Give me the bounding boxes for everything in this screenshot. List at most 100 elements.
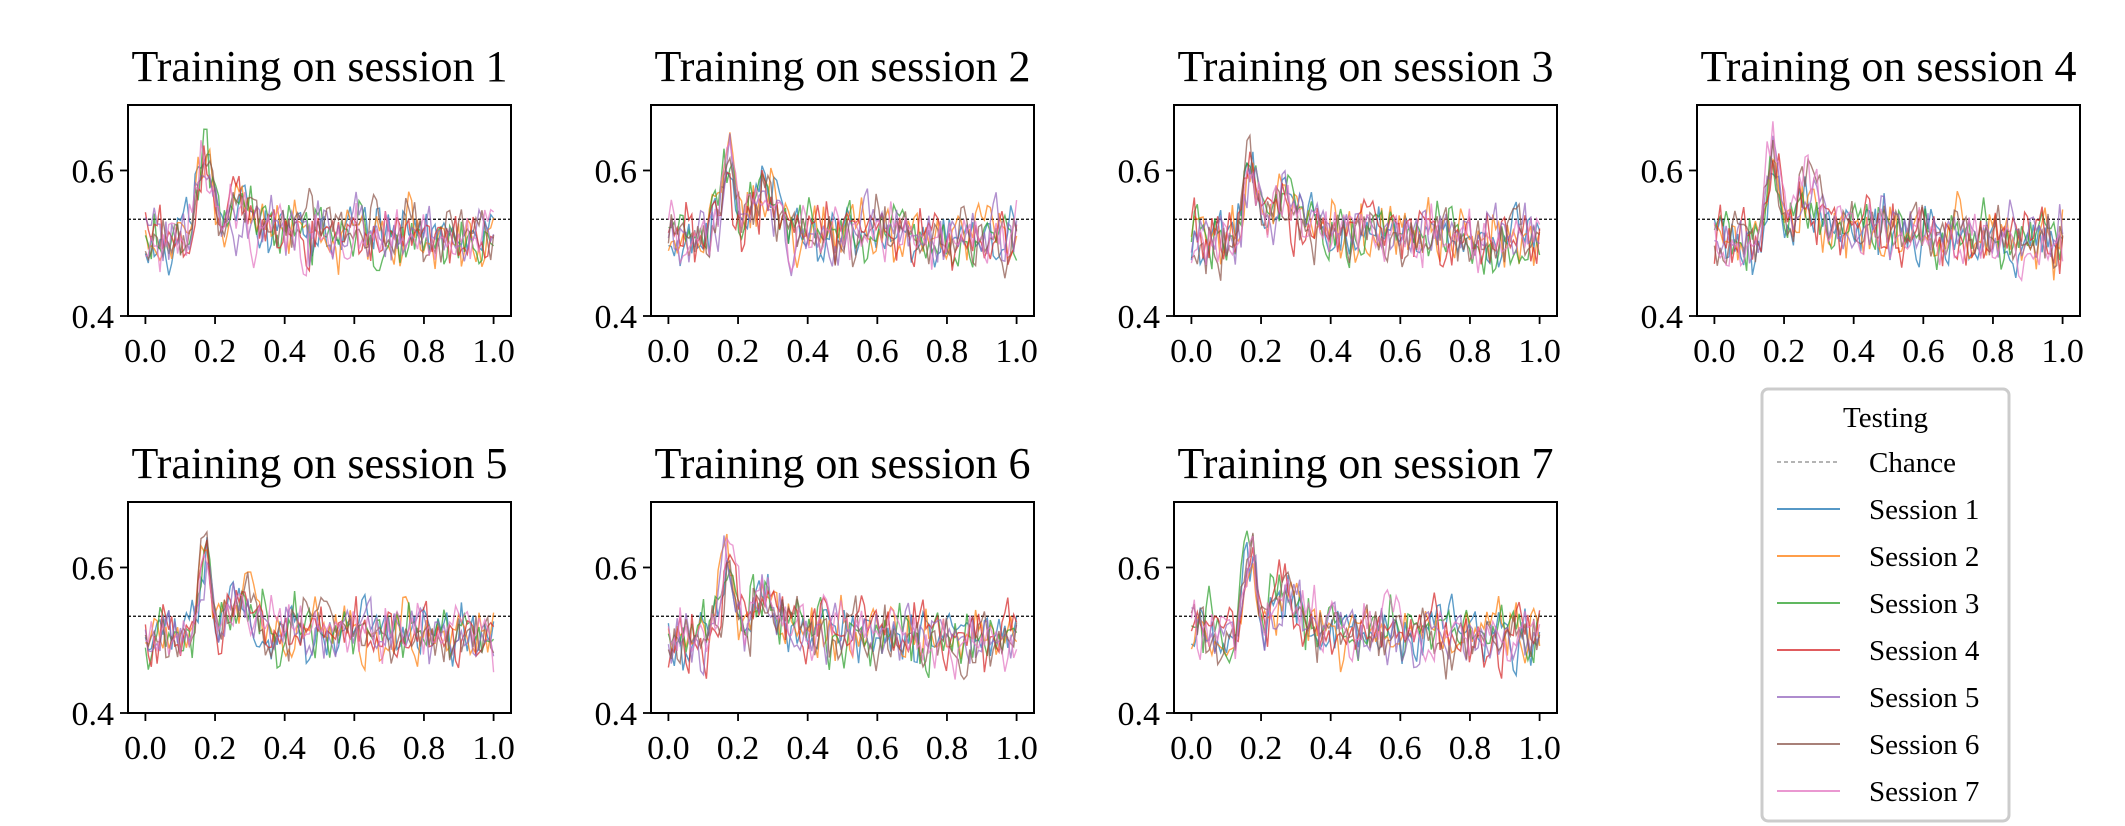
series-line-session-5 xyxy=(1191,553,1541,669)
series-lines xyxy=(1190,133,1541,281)
series-line-session-4 xyxy=(1713,153,2064,275)
x-tick-label: 0.2 xyxy=(1240,333,1283,370)
legend-label: Chance xyxy=(1869,447,1956,479)
series-line-session-6 xyxy=(1713,139,2064,270)
y-tick-label: 0.4 xyxy=(72,696,115,733)
panel-1: Training on session 1 0.0 0.2 0.4 0.6 0.8 1.0 0… xyxy=(72,42,515,370)
panel-3: Training on session 3 0.0 0.2 0.4 0.6 0.8 1.0 0… xyxy=(1118,42,1561,370)
legend-label: Session 5 xyxy=(1869,682,1979,714)
panel-2: Training on session 2 0.0 0.2 0.4 0.6 0.8 1.0 0… xyxy=(595,42,1038,370)
x-tick-label: 0.6 xyxy=(856,333,899,370)
x-tick-label: 1.0 xyxy=(995,333,1038,370)
x-tick-label: 0.0 xyxy=(124,333,167,370)
series-line-session-5 xyxy=(667,133,1018,277)
x-tick-label: 0.4 xyxy=(786,730,829,767)
x-tick-label: 0.2 xyxy=(194,730,237,767)
y-tick-label: 0.6 xyxy=(595,550,638,587)
series-line-session-6 xyxy=(667,559,1018,681)
series-lines xyxy=(144,128,495,277)
panel-title: Training on session 4 xyxy=(1700,42,2076,91)
series-line-session-7 xyxy=(145,552,495,673)
panel-title: Training on session 2 xyxy=(654,42,1030,91)
x-tick-label: 0.8 xyxy=(926,333,969,370)
y-tick-label: 0.4 xyxy=(595,299,638,336)
panel-6: Training on session 6 0.0 0.2 0.4 0.6 0.8 1.0 0… xyxy=(595,439,1038,767)
series-line-session-7 xyxy=(1713,121,2064,283)
plot-frame xyxy=(127,501,512,714)
x-tick-label: 0.2 xyxy=(1240,730,1283,767)
panel-7: Training on session 7 0.0 0.2 0.4 0.6 0.8 1.0 0… xyxy=(1118,439,1561,767)
y-tick-label: 0.6 xyxy=(1118,153,1161,190)
x-tick-label: 0.4 xyxy=(1309,730,1352,767)
legend-label: Session 1 xyxy=(1869,494,1979,526)
x-tick-label: 1.0 xyxy=(1518,333,1561,370)
legend-title: Testing xyxy=(1843,402,1928,434)
x-tick-label: 0.8 xyxy=(1449,730,1492,767)
x-tick-label: 0.4 xyxy=(1309,333,1352,370)
x-tick-label: 0.6 xyxy=(333,333,376,370)
y-tick-label: 0.6 xyxy=(1118,550,1161,587)
x-tick-label: 0.0 xyxy=(1693,333,1736,370)
series-lines xyxy=(1190,530,1541,680)
x-tick-label: 0.2 xyxy=(717,730,760,767)
x-tick-label: 0.6 xyxy=(856,730,899,767)
x-tick-label: 0.8 xyxy=(403,333,446,370)
y-tick-label: 0.4 xyxy=(72,299,115,336)
plot-frame xyxy=(1173,501,1558,714)
y-tick-label: 0.6 xyxy=(1641,153,1684,190)
panel-5: Training on session 5 0.0 0.2 0.4 0.6 0.8 1.0 0… xyxy=(72,439,515,767)
series-line-session-7 xyxy=(1190,535,1541,664)
series-line-session-6 xyxy=(144,530,495,664)
series-line-session-7 xyxy=(667,536,1018,680)
x-tick-label: 0.0 xyxy=(124,730,167,767)
panel-title: Training on session 6 xyxy=(654,439,1030,488)
series-lines xyxy=(144,530,495,673)
series-line-session-7 xyxy=(1190,169,1541,274)
x-tick-label: 0.4 xyxy=(786,333,829,370)
legend-label: Session 6 xyxy=(1869,729,1979,761)
x-tick-label: 0.2 xyxy=(194,333,237,370)
x-tick-label: 0.0 xyxy=(1170,730,1213,767)
plot-frame xyxy=(127,104,512,317)
x-tick-label: 1.0 xyxy=(472,730,515,767)
series-line-session-6 xyxy=(144,159,495,263)
x-tick-label: 0.4 xyxy=(263,730,306,767)
legend-frame xyxy=(1760,387,2011,823)
panel-title: Training on session 7 xyxy=(1177,439,1553,488)
x-tick-label: 0.6 xyxy=(1902,333,1945,370)
y-tick-label: 0.6 xyxy=(595,153,638,190)
x-tick-label: 0.8 xyxy=(1972,333,2015,370)
x-tick-label: 1.0 xyxy=(472,333,515,370)
y-tick-label: 0.4 xyxy=(1641,299,1684,336)
panel-title: Training on session 5 xyxy=(131,439,507,488)
legend: Testing Chance Session 1 Session 2 Session 3… xyxy=(1760,387,2011,823)
legend-label: Session 4 xyxy=(1869,635,1980,667)
x-tick-label: 0.0 xyxy=(647,730,690,767)
x-tick-label: 0.0 xyxy=(1170,333,1213,370)
series-lines xyxy=(667,132,1018,279)
plot-frame xyxy=(1173,104,1558,317)
panel-title: Training on session 3 xyxy=(1177,42,1553,91)
panel-title: Training on session 1 xyxy=(131,42,507,91)
y-tick-label: 0.4 xyxy=(595,696,638,733)
x-tick-label: 0.4 xyxy=(263,333,306,370)
legend-label: Session 2 xyxy=(1869,541,1979,573)
x-tick-label: 0.2 xyxy=(717,333,760,370)
series-line-session-5 xyxy=(144,561,495,665)
series-line-session-6 xyxy=(667,155,1018,279)
x-tick-label: 0.6 xyxy=(333,730,376,767)
legend-label: Session 7 xyxy=(1869,776,1979,808)
series-line-session-4 xyxy=(1190,151,1541,268)
plot-frame xyxy=(650,104,1035,317)
x-tick-label: 1.0 xyxy=(1518,730,1561,767)
x-tick-label: 1.0 xyxy=(995,730,1038,767)
x-tick-label: 0.2 xyxy=(1763,333,1806,370)
plot-frame xyxy=(1696,104,2081,317)
x-tick-label: 1.0 xyxy=(2041,333,2084,370)
series-line-session-4 xyxy=(1190,547,1541,679)
panel-4: Training on session 4 0.0 0.2 0.4 0.6 0.8 1.0 0… xyxy=(1641,42,2084,370)
series-line-session-7 xyxy=(667,140,1018,274)
series-line-session-7 xyxy=(145,140,495,277)
series-line-session-5 xyxy=(144,173,495,267)
